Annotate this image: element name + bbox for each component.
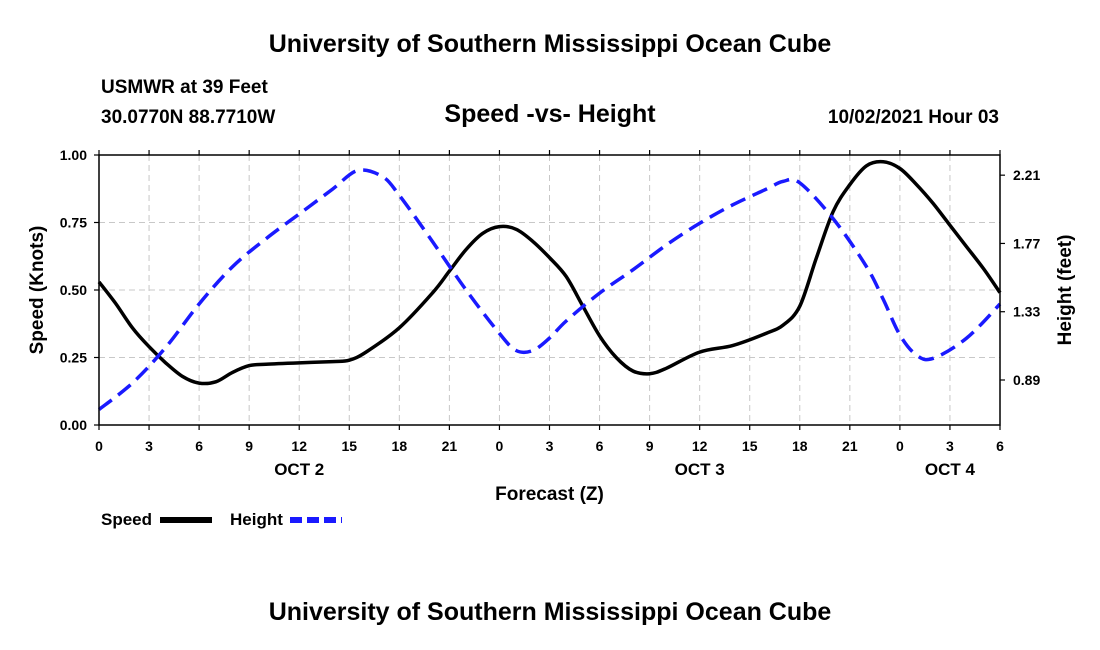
y-tick-label: 0.75 (60, 215, 87, 231)
series-line-height (97, 168, 1002, 411)
x-tick-label: 12 (692, 438, 708, 454)
coordinates-label: 30.0770N 88.7710W (101, 107, 276, 128)
legend-label-speed: Speed (101, 510, 152, 529)
y-axis-label: Speed (Knots) (27, 226, 48, 355)
x-tick-label: 6 (996, 438, 1004, 454)
page-title-bottom: University of Southern Mississippi Ocean… (268, 598, 832, 626)
day-label: OCT 2 (274, 460, 324, 479)
series-group (97, 159, 1002, 411)
y2-axis-label: Height (feet) (1055, 235, 1076, 346)
x-tick-label: 9 (646, 438, 654, 454)
x-axis-label: Forecast (Z) (495, 484, 604, 505)
series-line-speed (97, 159, 1002, 386)
x-tick-label: 21 (442, 438, 458, 454)
x-tick-label: 6 (195, 438, 203, 454)
datetime-label: 10/02/2021 Hour 03 (827, 107, 999, 128)
x-tick-label: 12 (291, 438, 307, 454)
legend-label-height: Height (230, 510, 283, 529)
legend: Speed Height (101, 510, 342, 529)
x-tick-label: 18 (392, 438, 408, 454)
x-tick-label: 3 (946, 438, 954, 454)
axis-ticks: 0 3 6 9 12 15 18 21 0 3 6 9 12 15 18 21 0 3 6 OCT 2 OCT 3 OCT… (60, 147, 1041, 479)
y-tick-label: 0.00 (60, 417, 87, 433)
x-tick-label: 0 (496, 438, 504, 454)
station-label: USMWR at 39 Feet (101, 77, 268, 98)
day-label: OCT 3 (675, 460, 725, 479)
grid (99, 155, 1000, 425)
y-tick-label: 0.25 (60, 350, 87, 366)
x-tick-label: 9 (245, 438, 253, 454)
x-tick-label: 18 (792, 438, 808, 454)
y2-tick-label: 1.77 (1013, 235, 1040, 251)
day-label: OCT 4 (925, 460, 976, 479)
chart-title: Speed -vs- Height (444, 100, 656, 128)
x-tick-label: 3 (546, 438, 554, 454)
x-tick-label: 21 (842, 438, 858, 454)
x-tick-label: 15 (742, 438, 758, 454)
y2-tick-label: 2.21 (1013, 167, 1040, 183)
y2-tick-label: 1.33 (1013, 304, 1040, 320)
x-tick-label: 0 (896, 438, 904, 454)
y-tick-label: 1.00 (60, 147, 87, 163)
x-tick-label: 0 (95, 438, 103, 454)
x-tick-label: 3 (145, 438, 153, 454)
x-tick-label: 15 (341, 438, 357, 454)
y-tick-label: 0.50 (60, 282, 87, 298)
x-tick-label: 6 (596, 438, 604, 454)
y2-tick-label: 0.89 (1013, 372, 1040, 388)
page-title-top: University of Southern Mississippi Ocean… (268, 30, 832, 58)
